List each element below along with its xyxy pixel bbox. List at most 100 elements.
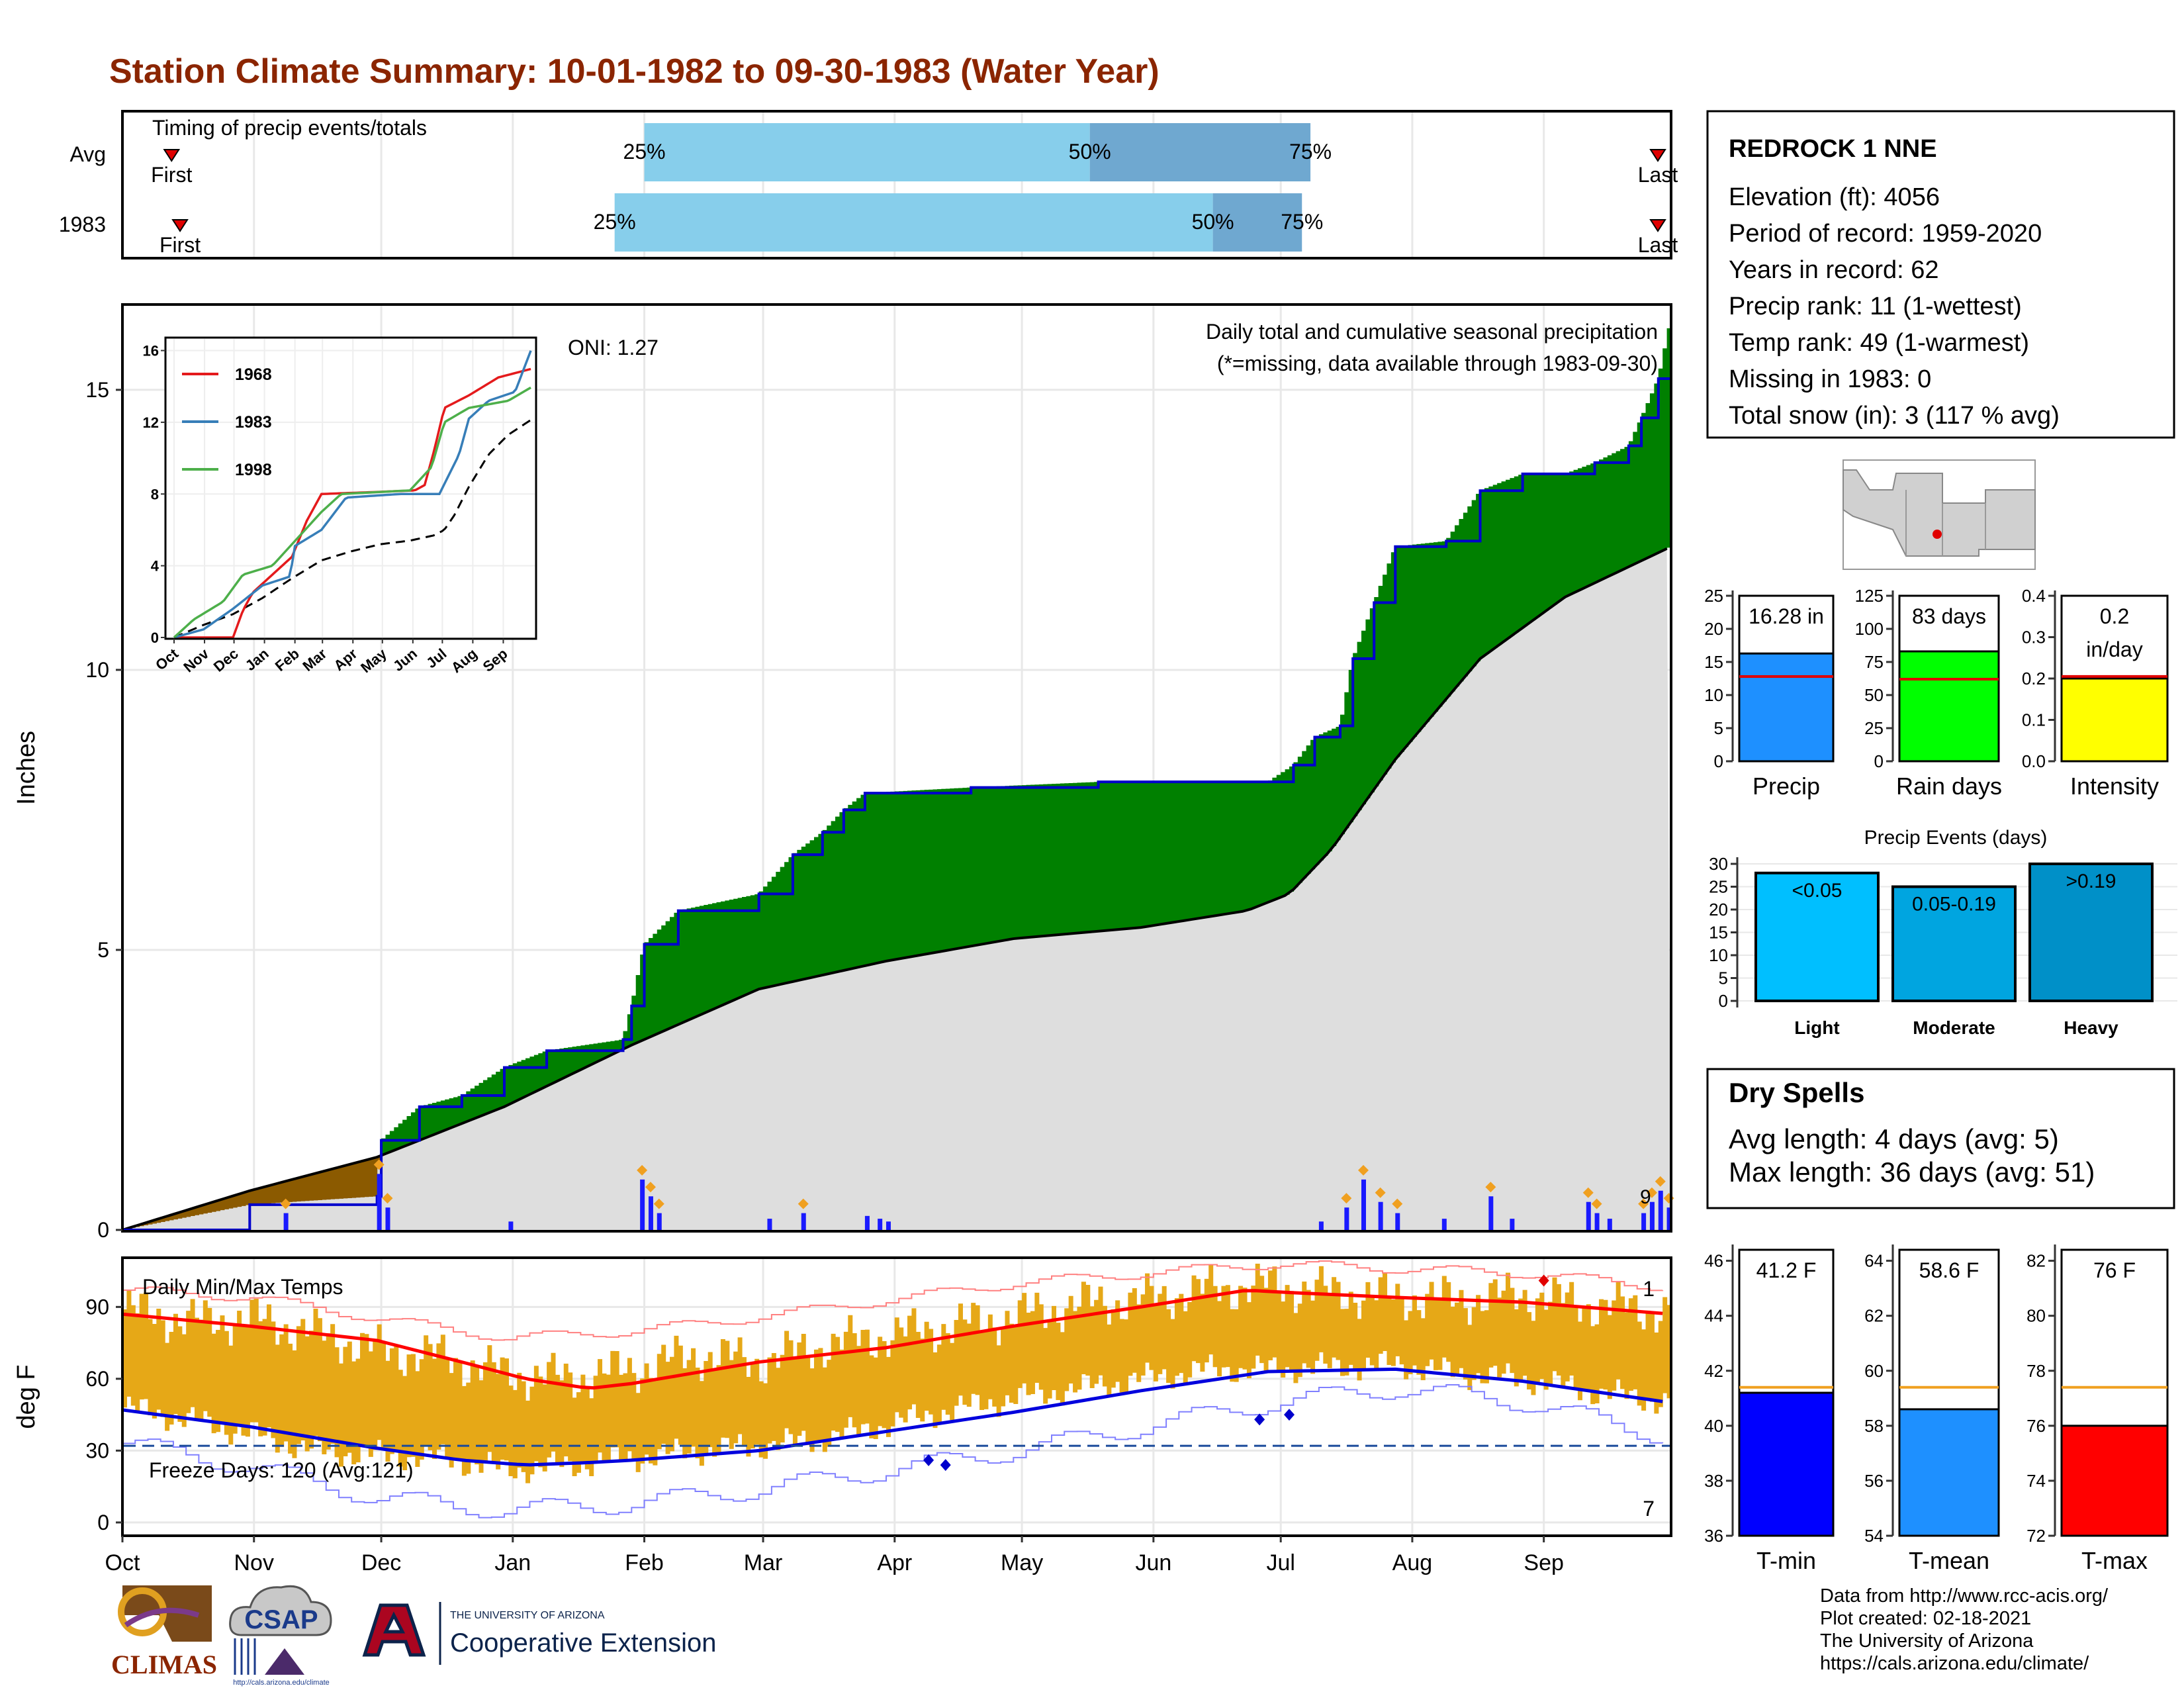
mini-chart-tick-label: 5	[1714, 718, 1723, 738]
mini-chart-value-label: 83 days	[1912, 604, 1986, 628]
daily-precip-marker	[1582, 1187, 1594, 1198]
precip-y-tick-label: 10	[85, 658, 109, 682]
daily-precip-marker	[1392, 1198, 1403, 1209]
csap-cloud-icon	[229, 1585, 332, 1636]
daily-precip-bar	[1586, 1201, 1591, 1230]
precip-y-tick-label: 5	[97, 938, 109, 962]
footer-line-plot-created: Plot created: 02-18-2021	[1820, 1608, 2031, 1629]
mini-chart-tick-label: 0	[1714, 751, 1723, 771]
average-min-line	[122, 1367, 1663, 1467]
mini-chart-label: T-min	[1756, 1547, 1816, 1574]
mini-chart-tick-label: 64	[1864, 1251, 1884, 1271]
footer-line-website: https://cals.arizona.edu/climate/	[1820, 1653, 2089, 1674]
mini-chart-tick-label: 25	[1704, 586, 1723, 606]
record-marker	[1284, 1409, 1295, 1421]
temp-panel-frame	[121, 1256, 1672, 1537]
daily-precip-bar	[1658, 1190, 1663, 1230]
inset-legend-label: 1998	[235, 461, 272, 479]
mini-chart-label: T-max	[2081, 1547, 2148, 1574]
events-y-tick-label: 20	[1709, 900, 1728, 919]
record-marker	[940, 1459, 951, 1472]
precip-panel: 0 5 10 15 Inches Daily total and cumulative…	[13, 303, 1674, 1242]
footer-line-data-source: Data from http://www.rcc-acis.org/	[1820, 1585, 2109, 1607]
precip-event-bar-label: >0.19	[2066, 870, 2116, 892]
mini-chart-value-label: 16.28 in	[1749, 604, 1824, 628]
mini-chart-tick-label: 0.3	[2022, 628, 2046, 647]
timing-panel-frame	[121, 110, 1672, 259]
csap-mountain-icon	[265, 1648, 304, 1675]
daily-precip-bar	[1607, 1219, 1612, 1230]
mini-chart-tick-label: 58	[1864, 1416, 1884, 1436]
station-temp-rank: Temp rank: 49 (1-warmest)	[1729, 329, 2029, 357]
record-marker	[923, 1454, 934, 1466]
csap-url: http://cals.arizona.edu/climate	[233, 1679, 330, 1687]
mini-chart-tick-label: 46	[1704, 1251, 1723, 1271]
mini-chart-tick-label: 10	[1704, 685, 1723, 705]
precip-event-bar	[2028, 863, 2154, 1002]
first-event-marker-icon	[171, 219, 189, 232]
dry-spells-title: Dry Spells	[1729, 1077, 1864, 1108]
mini-chart-tick-label: 60	[1864, 1361, 1884, 1381]
precip-annotation-note: (*=missing, data available through 1983-…	[1217, 352, 1658, 375]
precip-corner-label: 9	[1640, 1186, 1651, 1208]
daily-precip-bar	[377, 1174, 382, 1230]
daily-precip-marker	[1655, 1176, 1666, 1187]
precip-event-category: Heavy	[2064, 1017, 2118, 1038]
inset-y-tick-label: 0	[151, 630, 159, 646]
above-average-area	[381, 328, 1672, 1155]
record-marker	[1254, 1413, 1265, 1426]
month-x-tick-label: Jan	[494, 1550, 531, 1575]
daily-precip-bar	[1395, 1213, 1400, 1230]
mini-chart-tick-label: 0.1	[2022, 710, 2046, 730]
precip-event-bar-label: 0.05-0.19	[1912, 894, 1996, 915]
temp-y-tick-label: 0	[97, 1511, 109, 1534]
inset-background	[165, 338, 536, 639]
mini-chart-tick-label: 20	[1704, 619, 1723, 639]
daily-precip-marker	[1638, 1198, 1649, 1209]
mini-chart-tick-label: 42	[1704, 1361, 1723, 1381]
arizona-shape	[1843, 469, 2036, 557]
precip-annotation-title: Daily total and cumulative seasonal prec…	[1206, 320, 1658, 344]
precip-event-bar	[1754, 871, 1880, 1003]
month-x-tick-label: Jun	[1135, 1550, 1171, 1575]
precip-y-tick-label: 15	[85, 378, 109, 402]
timing-label-75: 75%	[1289, 140, 1332, 164]
mini-chart-value-bar	[1898, 1408, 2000, 1537]
events-y-tick-label: 5	[1719, 968, 1728, 988]
dry-spells-frame	[1706, 1068, 2175, 1209]
county-lines	[1905, 490, 1986, 556]
station-elevation: Elevation (ft): 4056	[1729, 183, 1940, 211]
ua-block-a-icon	[362, 1603, 426, 1657]
month-x-tick-label: Mar	[744, 1550, 783, 1575]
month-x-tick-label: May	[1001, 1550, 1043, 1575]
climas-swoosh-icon	[124, 1607, 200, 1628]
daily-precip-marker	[382, 1193, 393, 1204]
events-y-tick-label: 25	[1709, 877, 1728, 897]
precip-y-axis-label: Inches	[13, 731, 40, 805]
daily-precip-bar	[864, 1215, 870, 1230]
daily-precip-marker	[645, 1182, 656, 1193]
timing-label-25: 25%	[594, 210, 636, 234]
freeze-days-label: Freeze Days: 120 (Avg:121)	[149, 1458, 414, 1482]
mini-chart-label: T-mean	[1909, 1547, 1989, 1574]
timing-bar-50-75	[1212, 193, 1302, 252]
mini-chart-tick-label: 56	[1864, 1471, 1884, 1491]
month-x-tick-label: Nov	[234, 1550, 274, 1575]
inset-legend-label: 1968	[235, 365, 272, 384]
temp-y-tick-label: 90	[85, 1295, 109, 1319]
month-x-tick-label: Jul	[1266, 1550, 1295, 1575]
temp-count-bottom: 7	[1643, 1497, 1655, 1521]
mini-chart-tick-label: 36	[1704, 1526, 1723, 1546]
dry-spells-box: Dry Spells Avg length: 4 days (avg: 5) M…	[1706, 1068, 2175, 1209]
mini-chart-tick-label: 44	[1704, 1306, 1723, 1326]
temp-y-tick-label: 30	[85, 1438, 109, 1462]
daily-precip-bar	[648, 1196, 653, 1230]
station-missing: Missing in 1983: 0	[1729, 365, 1931, 393]
csap-rain-icon	[234, 1638, 256, 1675]
daily-precip-bar	[640, 1179, 645, 1230]
mini-chart-tick-label: 78	[2026, 1361, 2046, 1381]
daily-precip-marker	[797, 1198, 809, 1209]
daily-precip-marker	[280, 1198, 291, 1209]
mini-chart-tick-label: 40	[1704, 1416, 1723, 1436]
